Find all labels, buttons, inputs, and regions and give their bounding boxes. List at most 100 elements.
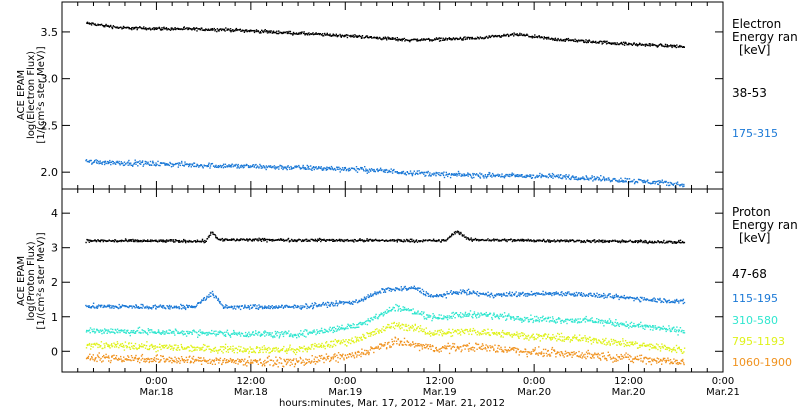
data-point — [123, 164, 126, 166]
data-point — [263, 30, 266, 32]
data-point — [305, 238, 307, 240]
data-point — [628, 297, 630, 300]
data-point — [288, 30, 290, 33]
data-point — [526, 293, 528, 295]
data-point — [525, 174, 527, 177]
data-point — [132, 164, 134, 167]
data-point — [88, 330, 90, 332]
data-point — [544, 318, 547, 320]
data-point — [216, 236, 218, 239]
data-point — [559, 320, 562, 322]
data-point — [298, 305, 300, 308]
data-point — [482, 37, 484, 39]
data-point — [129, 334, 131, 337]
data-point — [592, 321, 594, 323]
data-point — [294, 305, 297, 307]
data-point — [257, 240, 259, 242]
data-point — [154, 347, 156, 349]
data-point — [110, 328, 112, 330]
data-point — [452, 315, 454, 317]
data-point — [621, 239, 624, 241]
data-point — [221, 304, 223, 306]
data-point — [257, 308, 260, 310]
data-point — [495, 174, 497, 176]
data-point — [239, 308, 242, 311]
data-point — [378, 315, 381, 317]
data-point — [383, 171, 385, 173]
data-point — [399, 240, 401, 242]
data-point — [414, 287, 417, 289]
data-point — [571, 320, 573, 322]
data-point — [178, 306, 180, 308]
data-point — [484, 293, 486, 296]
data-point — [377, 239, 379, 242]
data-point — [287, 32, 289, 35]
data-point — [86, 238, 88, 241]
data-point — [649, 241, 652, 243]
data-point — [266, 347, 269, 350]
data-point — [168, 332, 170, 335]
data-point — [213, 296, 215, 299]
data-point — [278, 335, 281, 338]
data-point — [459, 172, 461, 175]
data-point — [663, 239, 665, 242]
data-point — [240, 305, 243, 307]
data-point — [496, 238, 498, 241]
data-point — [130, 28, 132, 30]
data-point — [173, 344, 176, 346]
data-point — [177, 28, 180, 30]
data-point — [229, 306, 231, 309]
data-point — [656, 180, 659, 183]
data-point — [132, 345, 135, 347]
data-point — [666, 240, 668, 243]
data-point — [553, 321, 555, 323]
data-point — [127, 26, 130, 29]
data-point — [281, 32, 284, 35]
data-point — [292, 350, 295, 353]
data-point — [231, 333, 233, 335]
data-point — [457, 293, 460, 295]
data-point — [358, 323, 360, 325]
data-point — [462, 316, 464, 318]
data-point — [618, 179, 620, 181]
data-point — [140, 346, 143, 348]
data-point — [106, 240, 108, 242]
data-point — [417, 289, 419, 291]
data-point — [677, 334, 679, 336]
data-point — [289, 346, 291, 348]
data-point — [188, 163, 191, 165]
data-point — [655, 328, 657, 330]
data-point — [188, 239, 190, 242]
data-point — [253, 31, 256, 34]
data-point — [92, 22, 94, 25]
data-point — [193, 165, 195, 168]
data-point — [387, 326, 389, 329]
data-point — [268, 334, 270, 336]
data-point — [325, 330, 328, 332]
data-point — [121, 162, 124, 164]
data-point — [233, 307, 235, 309]
data-point — [407, 308, 409, 310]
data-point — [279, 306, 282, 308]
data-point — [644, 45, 647, 47]
data-point — [602, 176, 605, 178]
data-point — [608, 241, 610, 243]
data-point — [129, 346, 131, 349]
data-point — [183, 27, 185, 29]
data-point — [312, 307, 314, 310]
data-point — [85, 241, 87, 244]
data-point — [214, 165, 217, 167]
data-point — [644, 241, 646, 244]
data-point — [529, 240, 531, 242]
data-point — [191, 305, 194, 308]
data-point — [402, 170, 405, 173]
data-point — [205, 240, 207, 242]
data-point — [499, 239, 502, 242]
data-point — [617, 324, 619, 326]
data-point — [255, 347, 258, 349]
data-point — [397, 308, 400, 310]
data-point — [645, 324, 647, 326]
data-point — [170, 239, 172, 241]
data-point — [618, 241, 620, 243]
data-point — [358, 34, 361, 37]
